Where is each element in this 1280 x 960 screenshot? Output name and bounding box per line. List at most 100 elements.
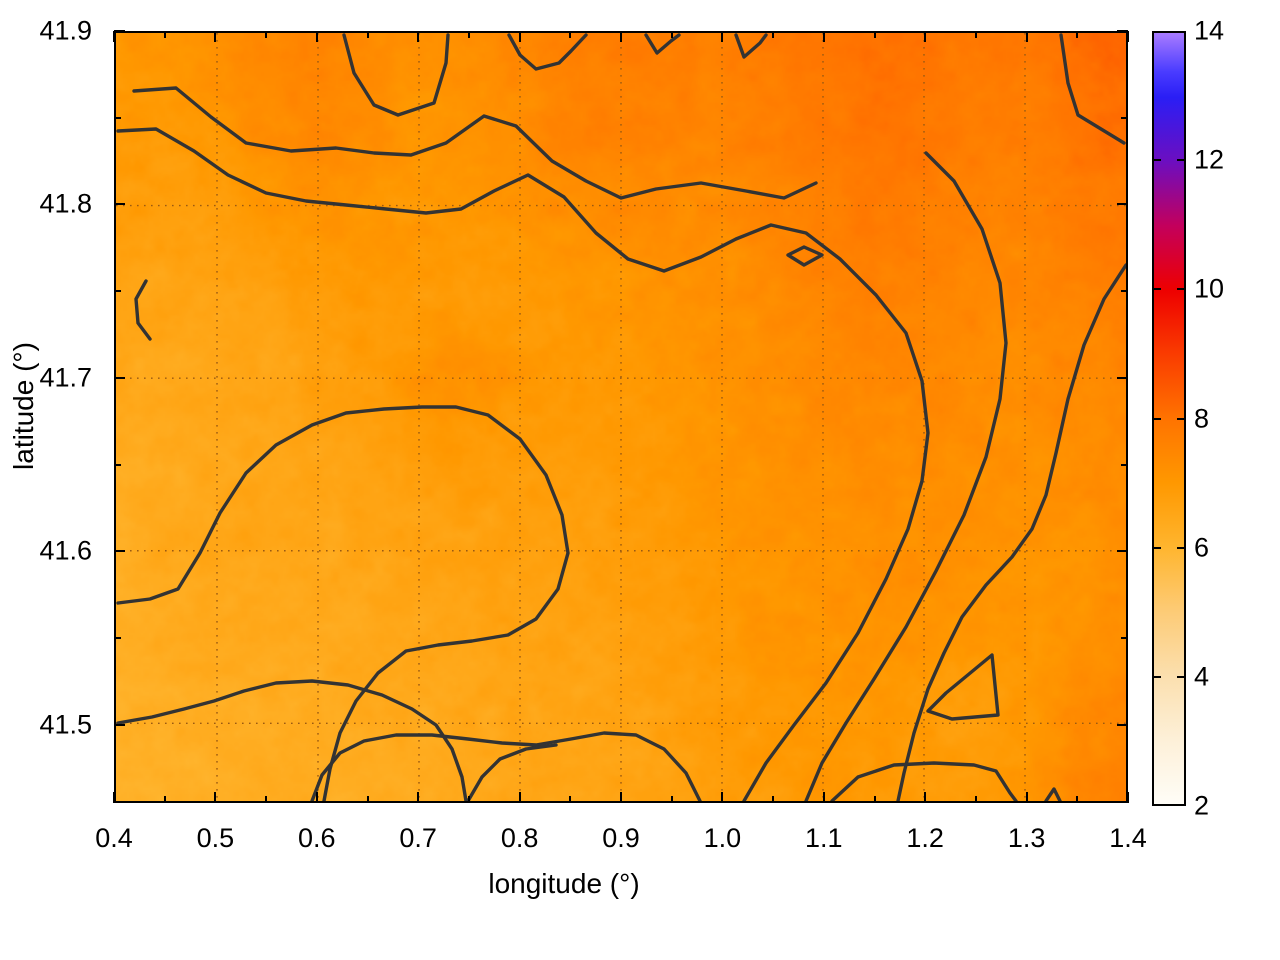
x-tick-major-top: [518, 31, 521, 42]
y-tick-label: 41.9: [39, 15, 92, 46]
x-tick-major-top: [721, 31, 724, 42]
x-tick-major: [1127, 792, 1129, 803]
colorbar-tick-right: [1177, 675, 1186, 678]
x-tick-minor-top: [670, 31, 673, 38]
x-tick-major: [620, 792, 622, 803]
x-tick-minor: [366, 796, 369, 803]
y-tick-major: [114, 203, 125, 206]
y-tick-major-right: [1117, 376, 1128, 379]
y-tick-minor-right: [1121, 637, 1128, 640]
x-tick-major: [1025, 792, 1028, 803]
grid-lines: [116, 33, 1126, 801]
plot-area: [114, 31, 1128, 803]
x-tick-minor-top: [873, 31, 876, 38]
y-tick-major-right: [1117, 203, 1128, 206]
colorbar-tick: [1152, 288, 1161, 291]
y-tick-major: [114, 30, 125, 32]
y-tick-label: 41.6: [39, 535, 92, 566]
x-tick-major: [518, 792, 521, 803]
colorbar-tick: [1152, 546, 1161, 549]
colorbar-tick-right: [1177, 546, 1186, 549]
colorbar-tick-label: 6: [1194, 532, 1210, 563]
x-tick-minor: [670, 796, 673, 803]
colorbar-tick-right: [1177, 288, 1186, 291]
x-tick-major: [214, 792, 217, 803]
x-tick-label: 0.4: [95, 823, 133, 853]
x-tick-label: 0.7: [399, 823, 437, 853]
y-tick-major: [114, 376, 125, 379]
x-tick-minor-top: [569, 31, 572, 38]
x-tick-major: [113, 792, 115, 803]
colorbar-tick: [1152, 417, 1161, 420]
colorbar-tick-label: 8: [1194, 403, 1210, 433]
x-tick-label: 0.9: [602, 823, 640, 853]
x-tick-minor-top: [1076, 31, 1079, 38]
x-tick-major-top: [1025, 31, 1028, 42]
x-tick-major-top: [822, 31, 825, 42]
heatmap-field: [116, 33, 1126, 801]
x-tick-label: 1.2: [906, 823, 944, 853]
x-tick-minor: [1076, 796, 1079, 803]
colorbar-tick-label: 10: [1194, 273, 1225, 304]
x-tick-label: 1.0: [703, 823, 742, 853]
x-tick-major-top: [924, 31, 927, 42]
x-axis-title: longitude (°): [488, 868, 640, 899]
x-tick-minor: [467, 796, 470, 803]
y-tick-major-right: [1117, 550, 1128, 553]
y-tick-major: [114, 723, 125, 726]
y-axis-title: latitude (°): [8, 342, 39, 470]
x-tick-minor-top: [974, 31, 977, 38]
x-tick-major-top: [315, 31, 318, 42]
colorbar-tick-label: 4: [1194, 661, 1210, 692]
colorbar-tick-label: 14: [1194, 15, 1225, 46]
x-tick-minor-top: [467, 31, 470, 38]
x-tick-label: 0.6: [298, 823, 336, 853]
colorbar-tick: [1152, 159, 1161, 162]
x-tick-major: [315, 792, 318, 803]
x-tick-label: 0.8: [500, 823, 539, 853]
colorbar-tick-right: [1177, 417, 1186, 420]
y-tick-minor: [114, 637, 121, 640]
x-tick-minor-top: [265, 31, 268, 38]
contour-lines: [116, 33, 1126, 801]
x-tick-major: [822, 792, 825, 803]
x-tick-minor: [163, 796, 166, 803]
y-tick-minor-right: [1121, 463, 1128, 466]
x-tick-major: [721, 792, 724, 803]
y-tick-minor: [114, 116, 121, 119]
y-tick-minor: [114, 463, 121, 466]
x-tick-major-top: [417, 31, 420, 42]
x-tick-minor: [772, 796, 775, 803]
colorbar-tick-label: 12: [1194, 144, 1225, 175]
x-tick-major-top: [620, 31, 622, 42]
x-tick-minor: [265, 796, 268, 803]
x-tick-minor-top: [366, 31, 369, 38]
y-tick-label: 41.5: [39, 709, 92, 740]
y-tick-label: 41.7: [39, 362, 92, 393]
y-tick-minor: [114, 290, 121, 293]
x-tick-minor: [569, 796, 572, 803]
x-tick-major: [924, 792, 927, 803]
x-tick-label: 1.1: [805, 823, 843, 853]
y-tick-major-right: [1117, 30, 1128, 32]
colorbar-tick: [1152, 675, 1161, 678]
x-tick-major: [417, 792, 420, 803]
y-tick-label: 41.8: [39, 188, 92, 219]
y-tick-major: [114, 550, 125, 553]
colorbar: 2 4 6 8 10 12 14: [1152, 17, 1224, 819]
x-tick-minor-top: [163, 31, 166, 38]
x-tick-label: 1.3: [1007, 823, 1046, 853]
x-tick-major-top: [113, 31, 115, 42]
x-tick-minor: [974, 796, 977, 803]
x-tick-label: 1.4: [1109, 823, 1147, 853]
colorbar-tick-right: [1177, 159, 1186, 162]
y-tick-major-right: [1117, 723, 1128, 726]
x-tick-major-top: [1127, 31, 1129, 42]
y-tick-minor-right: [1121, 116, 1128, 119]
x-tick-major-top: [214, 31, 217, 42]
x-tick-minor: [873, 796, 876, 803]
colorbar-tick-label: 2: [1194, 790, 1210, 821]
x-tick-minor-top: [772, 31, 775, 38]
x-tick-label: 0.5: [196, 823, 235, 853]
